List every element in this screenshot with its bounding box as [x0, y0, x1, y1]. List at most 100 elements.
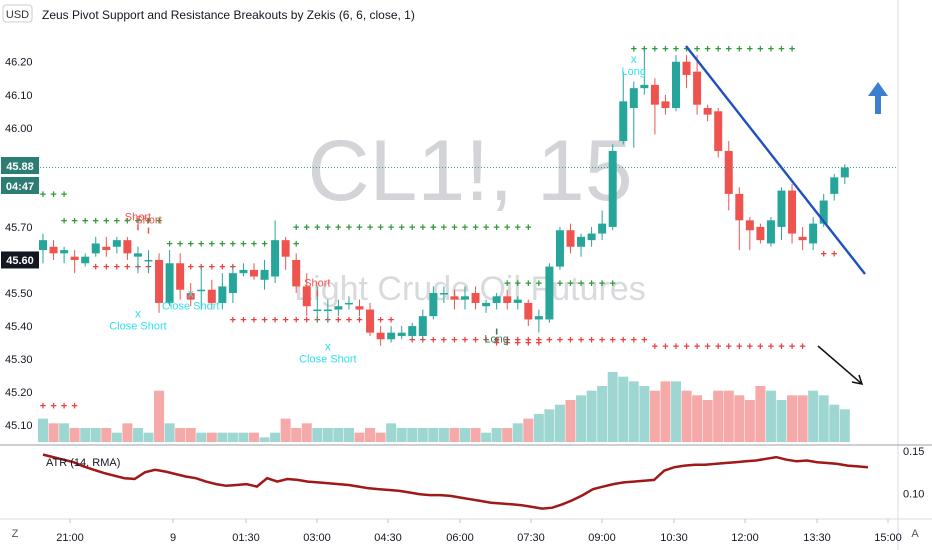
candle[interactable]	[197, 266, 206, 310]
candle[interactable]	[482, 299, 491, 313]
volume-histogram	[38, 372, 850, 442]
pivot-level-marker: +	[251, 314, 257, 326]
candle[interactable]	[366, 302, 375, 336]
candle[interactable]	[534, 309, 543, 333]
candle[interactable]	[471, 286, 480, 310]
candle[interactable]	[344, 296, 353, 310]
candle[interactable]	[766, 217, 775, 247]
currency-badge[interactable]	[2, 4, 33, 23]
indicator-title[interactable]: Zeus Pivot Support and Resistance Breako…	[42, 8, 415, 22]
atr-legend[interactable]: ATR (14, RMA)	[46, 457, 120, 469]
candle[interactable]	[672, 55, 680, 112]
candle[interactable]	[218, 273, 227, 310]
candle[interactable]	[207, 279, 216, 310]
candle[interactable]	[123, 236, 132, 260]
countdown-value: 04:47	[6, 181, 34, 193]
candle[interactable]	[735, 187, 744, 251]
candle[interactable]	[281, 236, 290, 270]
candle[interactable]	[439, 286, 448, 303]
candle[interactable]	[408, 322, 417, 340]
trend-line[interactable]	[685, 45, 866, 275]
candle[interactable]	[777, 187, 786, 241]
candle[interactable]	[503, 289, 512, 310]
up-arrow-icon[interactable]	[868, 82, 888, 114]
candle[interactable]	[693, 55, 702, 115]
time-axis[interactable]: 21:00 9 01:30 03:00 04:30 06:00 07:30 09:00 10:3…	[56, 519, 902, 544]
candle[interactable]	[60, 246, 69, 264]
pivot-level-marker: +	[704, 44, 710, 56]
candle[interactable]	[809, 217, 818, 251]
volume-bar	[132, 428, 143, 442]
candle[interactable]	[714, 107, 723, 158]
candle[interactable]	[429, 286, 438, 320]
candle[interactable]	[302, 273, 311, 317]
down-arrow-drawing[interactable]	[817, 345, 864, 385]
price-axis[interactable]: 46.20 46.10 46.00 45.70 45.50 45.40 45.30 45.20…	[5, 57, 33, 432]
pivot-level-marker: +	[40, 189, 46, 201]
candle[interactable]	[186, 283, 195, 307]
candle[interactable]	[577, 233, 586, 257]
candle[interactable]	[661, 94, 670, 115]
candle[interactable]	[608, 144, 617, 231]
candle[interactable]	[81, 253, 90, 267]
candle[interactable]	[397, 326, 406, 340]
candle[interactable]	[102, 236, 111, 257]
pivot-level-marker: +	[430, 222, 436, 234]
candle[interactable]	[418, 309, 427, 340]
candle[interactable]	[355, 299, 364, 317]
pivot-level-marker: +	[567, 334, 573, 346]
candle[interactable]	[165, 250, 174, 307]
candle[interactable]	[334, 299, 343, 317]
candle[interactable]	[91, 236, 100, 257]
candle[interactable]	[629, 81, 638, 148]
pivot-level-marker: +	[240, 314, 246, 326]
candle[interactable]	[619, 71, 628, 145]
candle[interactable]	[513, 296, 522, 310]
candle[interactable]	[70, 250, 79, 274]
candle[interactable]	[598, 210, 607, 241]
candle[interactable]	[112, 236, 121, 254]
candle[interactable]	[450, 289, 459, 310]
candle[interactable]	[524, 299, 533, 327]
volume-bar	[502, 428, 513, 442]
candle[interactable]	[250, 263, 258, 280]
candle[interactable]	[830, 174, 839, 201]
candle[interactable]	[39, 233, 47, 264]
candle[interactable]	[292, 253, 301, 294]
candle[interactable]	[155, 253, 164, 313]
candle[interactable]	[176, 253, 185, 300]
candle[interactable]	[49, 240, 58, 260]
candle-body	[429, 293, 438, 317]
candle[interactable]	[144, 250, 153, 274]
candle[interactable]	[323, 299, 332, 323]
candle[interactable]	[640, 48, 649, 95]
candle-body	[186, 293, 195, 300]
pivot-level-marker: +	[704, 341, 710, 353]
candle[interactable]	[703, 104, 712, 122]
candle[interactable]	[545, 263, 554, 323]
candle[interactable]	[682, 55, 691, 89]
candle[interactable]	[461, 286, 469, 310]
candle[interactable]	[566, 223, 575, 254]
candle[interactable]	[650, 78, 659, 135]
candle[interactable]	[260, 259, 269, 290]
pivot-level-marker: +	[578, 278, 584, 290]
candle[interactable]	[239, 263, 248, 277]
candle[interactable]	[376, 326, 385, 346]
candle[interactable]	[133, 246, 142, 274]
auto-scale-toggle[interactable]: A	[911, 528, 919, 540]
candle[interactable]	[745, 217, 754, 251]
candle[interactable]	[587, 226, 596, 247]
timezone-toggle[interactable]: Z	[12, 528, 19, 540]
candle[interactable]	[724, 141, 733, 211]
candle[interactable]	[492, 293, 501, 310]
candle[interactable]	[387, 326, 396, 343]
candles[interactable]	[39, 48, 849, 346]
candle[interactable]	[228, 266, 237, 303]
candle[interactable]	[756, 223, 765, 244]
candle[interactable]	[788, 183, 797, 244]
candle[interactable]	[271, 220, 280, 284]
candle[interactable]	[798, 226, 807, 251]
candle[interactable]	[555, 226, 564, 270]
